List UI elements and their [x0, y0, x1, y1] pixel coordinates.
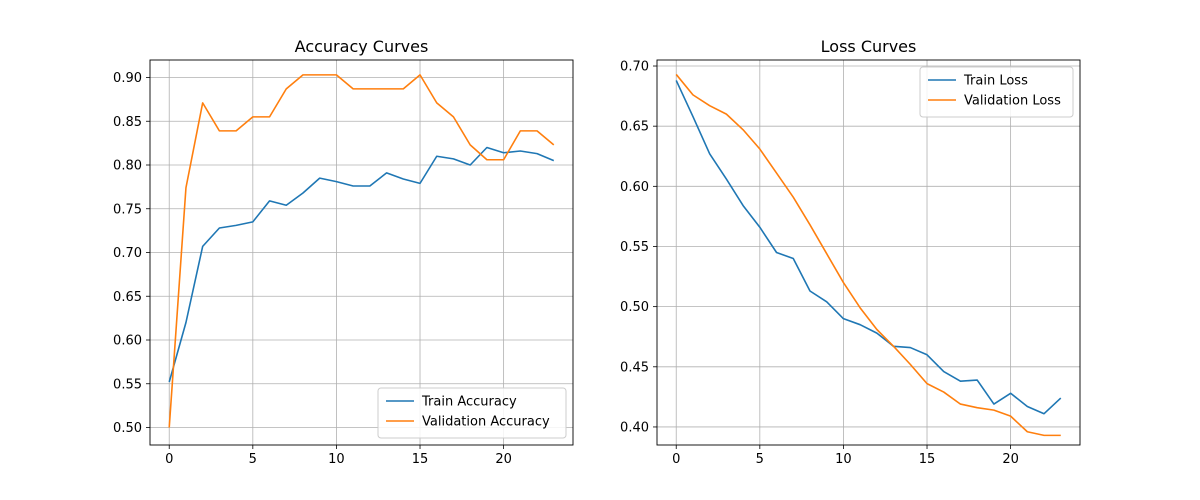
loss-x-tick-label: 20	[1002, 452, 1019, 467]
loss-x-tick-label: 10	[835, 452, 852, 467]
accuracy-chart: Accuracy Curves 0 5 10 15 20 0.50 0.55 0.60 0.65…	[113, 37, 574, 467]
accuracy-x-tick-label: 10	[328, 452, 345, 467]
loss-y-tick-label: 0.55	[620, 240, 649, 255]
loss-y-tick-label: 0.50	[620, 300, 649, 315]
accuracy-y-tick-label: 0.55	[113, 377, 142, 392]
accuracy-y-tick-label: 0.50	[113, 421, 142, 436]
loss-y-tick-label: 0.70	[620, 60, 649, 75]
validation-loss-legend-label: Validation Loss	[964, 94, 1061, 109]
loss-y-tick-label: 0.45	[620, 360, 649, 375]
loss-legend-box	[919, 66, 1074, 118]
validation-loss-line	[675, 73, 1061, 437]
accuracy-x-tick-label: 15	[412, 452, 429, 467]
accuracy-y-tick-label: 0.70	[113, 246, 142, 261]
accuracy-y-tick-label: 0.85	[113, 115, 142, 130]
loss-chart-title: Loss Curves	[821, 37, 917, 56]
loss-x-tick-label: 5	[756, 452, 764, 467]
accuracy-x-tick-label: 5	[249, 452, 257, 467]
accuracy-y-tick-label: 0.75	[113, 202, 142, 217]
accuracy-y-tick-label: 0.80	[113, 159, 142, 174]
train-accuracy-legend-label: Train Accuracy	[421, 395, 517, 410]
train-loss-legend-label: Train Loss	[963, 74, 1028, 89]
loss-y-tick-label: 0.40	[620, 420, 649, 435]
accuracy-y-tick-label: 0.60	[113, 334, 142, 349]
train-accuracy-line	[168, 146, 555, 383]
loss-y-tick-label: 0.60	[620, 180, 649, 195]
validation-accuracy-line	[168, 74, 555, 428]
loss-y-tick-label: 0.65	[620, 120, 649, 135]
validation-accuracy-legend-label: Validation Accuracy	[422, 415, 550, 430]
accuracy-x-tick-label: 20	[495, 452, 512, 467]
accuracy-legend-box	[377, 387, 567, 439]
accuracy-chart-title: Accuracy Curves	[295, 37, 429, 56]
loss-legend: Train Loss Validation Loss	[919, 66, 1074, 118]
loss-chart: Loss Curves 0 5 10 15 20 0.40 0.45 0.50 0.55 0.60…	[620, 37, 1081, 467]
loss-x-tick-label: 0	[672, 452, 680, 467]
loss-plot-frame	[656, 59, 1081, 446]
train-loss-line	[675, 80, 1062, 415]
accuracy-plot-frame	[149, 59, 574, 446]
accuracy-y-tick-label: 0.90	[113, 71, 142, 86]
accuracy-legend: Train Accuracy Validation Accuracy	[377, 387, 567, 439]
loss-x-tick-label: 15	[919, 452, 936, 467]
accuracy-y-tick-label: 0.65	[113, 290, 142, 305]
accuracy-x-tick-label: 0	[165, 452, 173, 467]
